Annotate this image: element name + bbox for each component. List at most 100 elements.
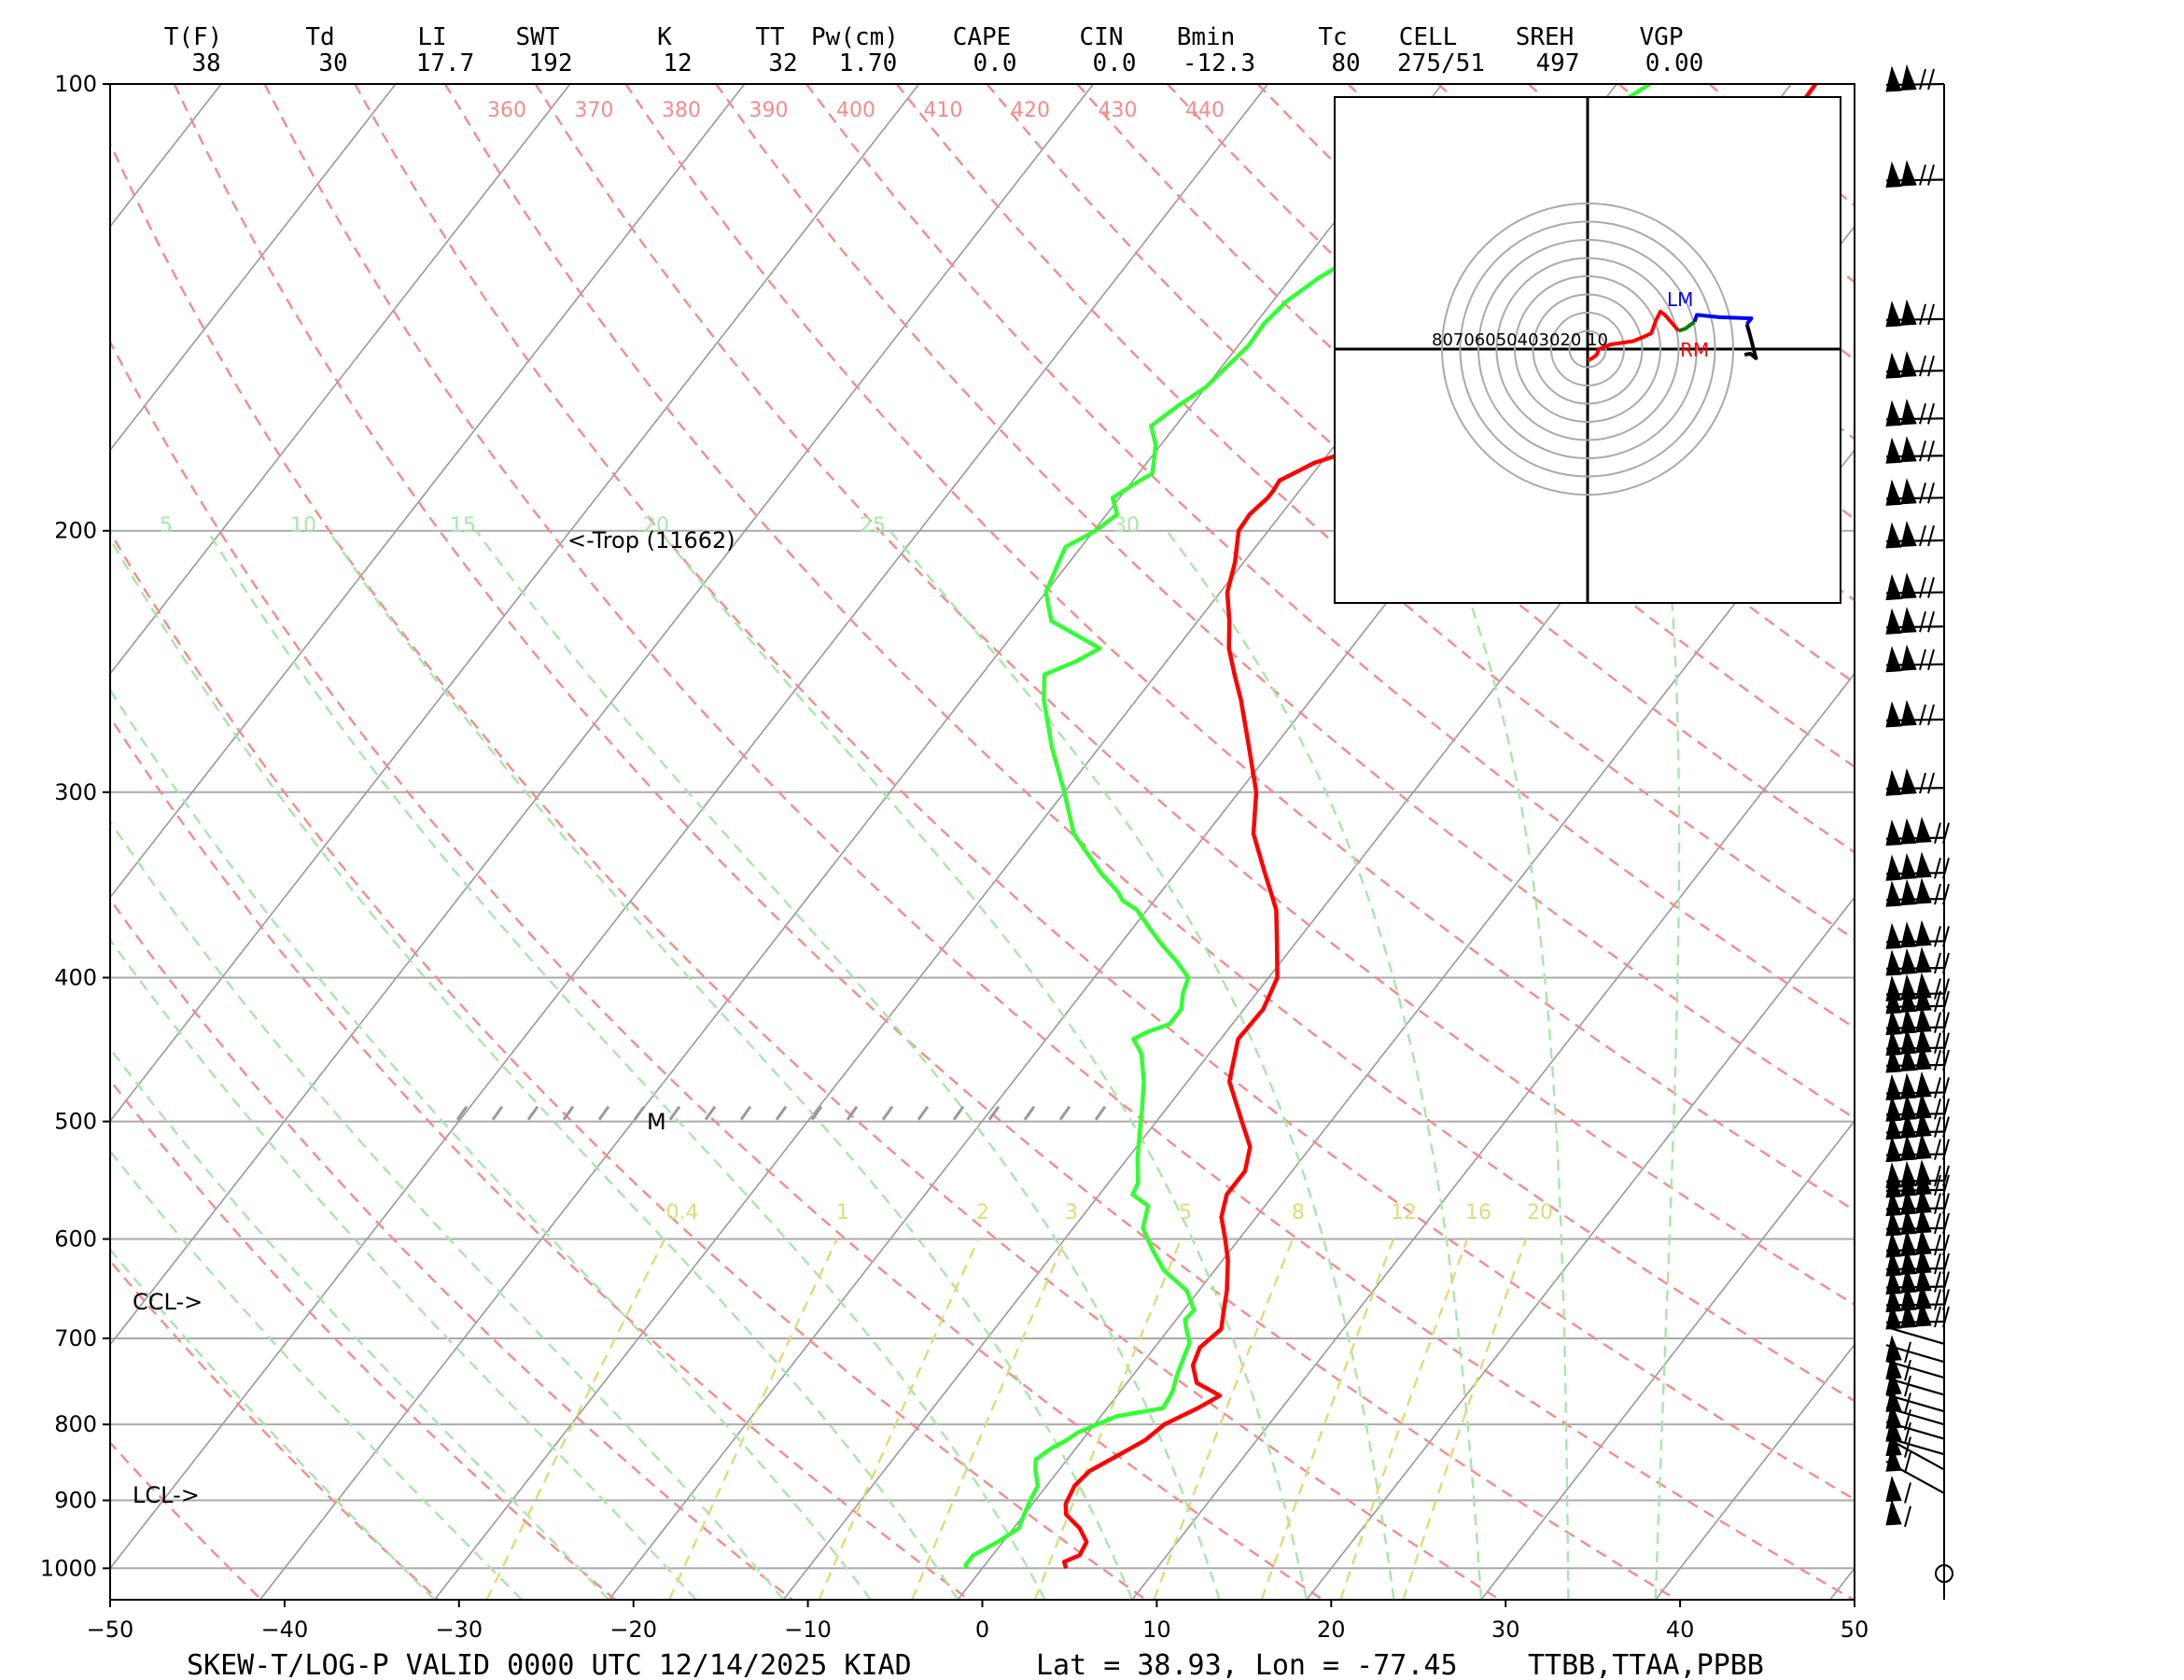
hatch-mark [526,1105,539,1121]
hatch-mark [1058,1105,1071,1121]
x-tick-label: 30 [1491,1617,1520,1643]
index-header: SWT [516,23,560,51]
index-value: 497 [1536,49,1580,77]
dry-adiabat [110,339,1323,1600]
dry-adiabat [110,897,793,1600]
mixing-ratio-line [1153,1239,1295,1600]
hodograph-ring [1459,220,1716,478]
wind-barb [1885,1325,1945,1364]
moist-label: 10 [290,514,316,538]
wind-barb [1885,350,1945,379]
y-tick-label: 200 [54,518,97,544]
hatch-mark [562,1105,575,1121]
y-tick-label: 400 [54,964,97,990]
hatch-mark [917,1105,930,1121]
m-marker: M [647,1109,666,1135]
wind-barb [1885,1026,1950,1057]
hatch-mark [739,1105,752,1121]
x-tick-label: 0 [975,1617,989,1643]
mixing-ratio-label: 1 [836,1201,849,1225]
wind-barb [1885,644,1945,673]
index-value: 17.7 [416,49,475,77]
hodograph-green-segment [1677,320,1696,333]
y-tick-label: 600 [54,1225,97,1252]
mixing-ratio-label: 2 [976,1201,989,1225]
index-value: -12.3 [1183,49,1255,77]
x-tick-label: −30 [435,1617,483,1643]
y-tick-label: 300 [54,779,97,805]
theta-label: 370 [575,99,614,122]
moist-label: 15 [450,514,476,538]
footer-sources: TTBB,TTAA,PPBB [1528,1649,1764,1680]
mixing-ratio-label: 0.4 [666,1201,699,1225]
index-value: 0.0 [1093,49,1137,77]
hodograph-ring [1514,275,1661,423]
wind-barb [1885,1005,1950,1036]
mixing-ratio-line [667,1238,838,1600]
x-tick-label: 50 [1841,1617,1869,1643]
wind-barb [1885,478,1945,506]
footer: SKEW-T/LOG-P VALID 0000 UTC 12/14/2025 K… [187,1649,1764,1680]
x-tick-label: 20 [1317,1617,1346,1643]
wind-barb [1885,1300,1950,1330]
hatch-mark [491,1105,504,1121]
hatch-mark [704,1105,717,1121]
index-value: 192 [529,49,573,77]
wind-barb [1885,520,1945,549]
moist-adiabat [1654,530,1681,1600]
isotherm [1306,896,1855,1600]
index-header: K [657,23,672,51]
wind-barb [1885,1186,1950,1217]
moist-adiabat [110,1247,436,1600]
lm-label: LM [1667,288,1693,311]
hodograph-ring [1441,203,1734,496]
hatch-mark [881,1105,894,1121]
wind-barb [1885,1265,1950,1295]
wind-barb [1885,972,1950,1002]
moist-label: 25 [860,514,886,538]
moist-adiabat [206,530,1046,1600]
moist-adiabat [1166,529,1483,1600]
y-tick-label: 500 [54,1109,97,1135]
x-tick-label: −40 [261,1617,309,1643]
isotherm [957,448,1855,1600]
moist-label: 5 [160,514,173,538]
y-tick-label: 100 [54,71,97,97]
hatch-mark [810,1105,823,1121]
theta-label: 360 [487,99,526,122]
index-header: CELL [1399,23,1458,51]
wind-barb [1885,877,1950,907]
theta-label: 440 [1185,99,1225,122]
y-tick-label: 700 [54,1325,97,1351]
theta-label: 380 [662,99,701,122]
wind-barb [1885,1110,1950,1141]
wind-barb [1885,767,1945,796]
hatch-mark [1023,1105,1036,1121]
x-tick-label: −20 [609,1617,657,1643]
index-header: CAPE [953,23,1012,51]
wind-barb [1885,63,1945,92]
wind-barb [1885,160,1945,189]
annotations: <-Trop (11662) CCL-> LCL-> M [133,527,735,1508]
y-tick-label: 1000 [40,1555,97,1581]
index-value: 1.70 [839,49,898,77]
index-value: 80 [1331,49,1360,77]
footer-title: SKEW-T/LOG-P VALID 0000 UTC 12/14/2025 K… [187,1649,912,1680]
mixing-ratio-label: 3 [1065,1201,1078,1225]
hatch-mark [668,1105,681,1121]
mixing-ratio-label: 12 [1391,1201,1417,1225]
hatch-mark [597,1105,610,1121]
moist-label: 20 [643,514,669,538]
index-header: VGP [1640,23,1684,51]
hodograph-red-segment [1587,309,1681,362]
isotherm [110,84,746,899]
moist-adiabat [110,536,959,1600]
dry-adiabat [443,84,1855,1403]
hodograph-ring [1477,239,1698,459]
hatch-mark [987,1105,1001,1121]
hatch-mark [775,1105,788,1121]
index-header: CIN [1080,23,1124,51]
theta-label: 400 [836,99,875,122]
